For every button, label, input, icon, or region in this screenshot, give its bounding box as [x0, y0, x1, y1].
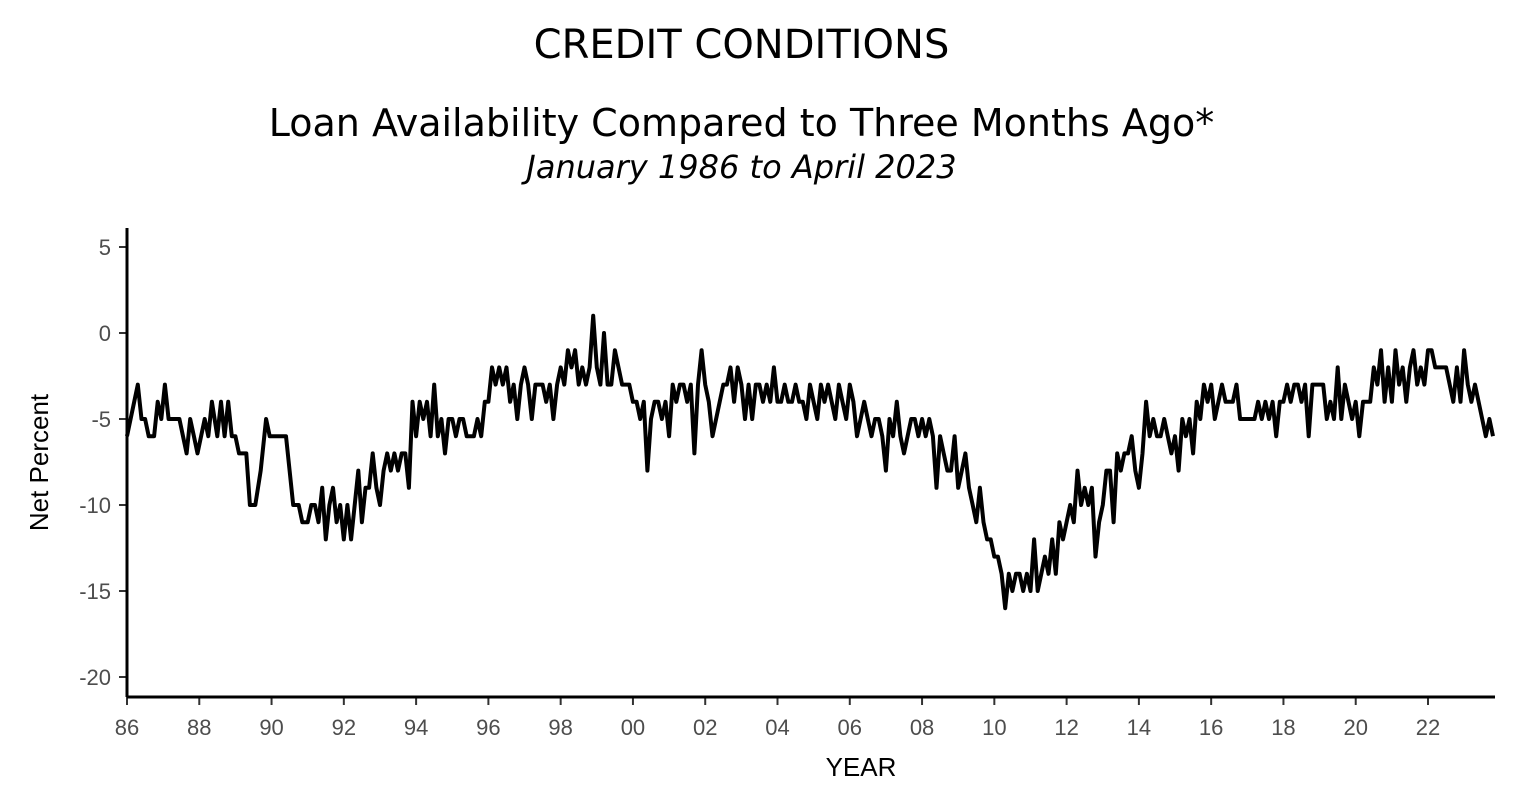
x-tick-label: 04: [765, 715, 789, 740]
x-tick-label: 08: [910, 715, 934, 740]
x-axis-label: YEAR: [826, 752, 897, 782]
x-tick-label: 00: [621, 715, 645, 740]
series-line: [125, 313, 1495, 611]
y-tick-label: -20: [79, 665, 111, 690]
x-tick-label: 88: [187, 715, 211, 740]
chart-title: CREDIT CONDITIONS: [533, 22, 950, 68]
y-tick-label: -10: [79, 493, 111, 518]
y-tick-label: 5: [99, 235, 111, 260]
x-tick-label: 96: [476, 715, 500, 740]
x-tick-label: 14: [1127, 715, 1151, 740]
y-axis-ticks: 5 0 -5 -10 -15 -20: [79, 235, 127, 690]
x-tick-label: 18: [1271, 715, 1295, 740]
y-axis-label: Net Percent: [24, 393, 54, 531]
x-tick-label: 98: [548, 715, 572, 740]
x-tick-label: 20: [1343, 715, 1367, 740]
x-tick-label: 86: [115, 715, 139, 740]
y-tick-label: -15: [79, 579, 111, 604]
x-axis-ticks: 86 88 90 92 94 96 98 00 02 04 06 08 10 12 14 16 18 20 22: [115, 697, 1440, 740]
y-tick-label: -5: [91, 407, 111, 432]
x-tick-label: 90: [259, 715, 283, 740]
x-tick-label: 02: [693, 715, 717, 740]
x-tick-label: 92: [332, 715, 356, 740]
chart-date-range: January 1986 to April 2023: [526, 148, 957, 186]
x-tick-label: 06: [838, 715, 862, 740]
chart-subtitle: Loan Availability Compared to Three Mont…: [268, 101, 1215, 145]
y-tick-label: 0: [99, 321, 111, 346]
x-tick-label: 94: [404, 715, 428, 740]
x-tick-label: 10: [982, 715, 1006, 740]
x-tick-label: 16: [1199, 715, 1223, 740]
x-tick-label: 22: [1416, 715, 1440, 740]
x-tick-label: 12: [1054, 715, 1078, 740]
